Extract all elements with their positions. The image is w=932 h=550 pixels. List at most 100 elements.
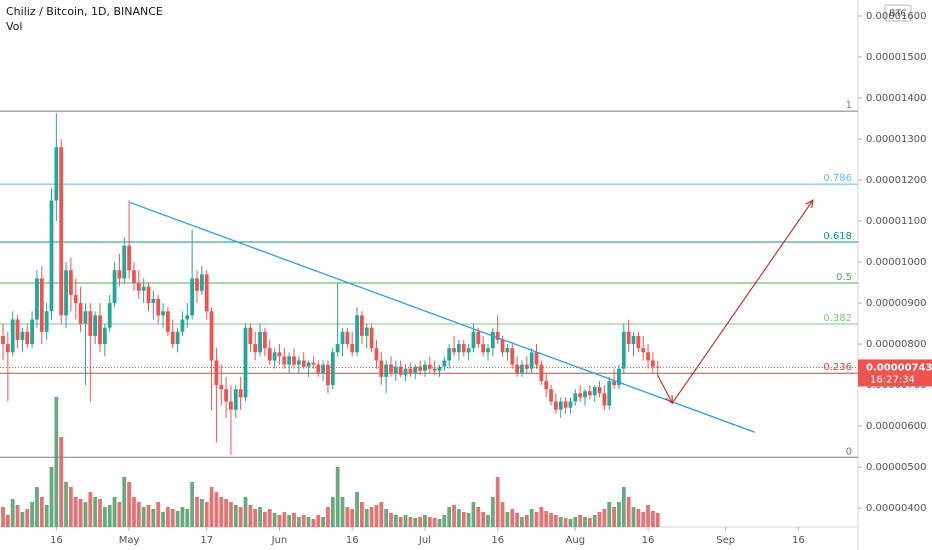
volume-bar xyxy=(442,515,447,527)
volume-bar xyxy=(602,509,607,527)
volume-bar xyxy=(403,515,408,527)
candle-body xyxy=(301,360,306,367)
fib-label: 0.618 xyxy=(823,231,852,242)
candle-body xyxy=(219,385,224,390)
candle-body xyxy=(73,294,78,304)
candle-body xyxy=(117,270,122,279)
candle-body xyxy=(272,352,277,361)
volume-bar xyxy=(539,507,544,527)
x-tick-label: Sep xyxy=(716,535,735,546)
arrow-head xyxy=(665,395,673,405)
y-tick-label: 0.00001200 xyxy=(866,175,926,186)
volume-bar xyxy=(655,513,660,527)
y-tick-label: 0.00001400 xyxy=(866,93,926,104)
volume-bar xyxy=(277,515,282,527)
y-tick-label: 0.00000400 xyxy=(866,503,926,514)
volume-bar xyxy=(481,512,486,527)
volume-bar xyxy=(54,397,59,527)
candle-body xyxy=(476,331,481,345)
candle-body xyxy=(253,344,258,353)
candle-body xyxy=(161,311,165,316)
volume-bar xyxy=(258,507,262,527)
volume-bar xyxy=(166,507,170,527)
x-tick-label: 16 xyxy=(792,535,805,546)
volume-bar xyxy=(88,492,93,527)
x-tick-label: Jun xyxy=(271,535,288,546)
y-tick-label: 0.00001100 xyxy=(866,216,926,227)
candle-body xyxy=(554,401,558,410)
candle-body xyxy=(558,401,563,410)
candle-body xyxy=(39,278,44,332)
volume-bar xyxy=(578,515,583,527)
volume-bar xyxy=(5,515,10,527)
candle-body xyxy=(263,331,267,349)
y-tick-label: 0.00001500 xyxy=(866,52,926,63)
candle-body xyxy=(466,348,471,353)
volume-bar xyxy=(646,505,650,527)
candle-body xyxy=(78,303,83,324)
volume-bar xyxy=(93,497,98,527)
candle-body xyxy=(607,380,612,406)
volume-bar xyxy=(209,487,214,527)
volume-bar xyxy=(64,482,68,527)
last-price-box xyxy=(858,359,932,387)
volume-bar xyxy=(558,517,563,527)
candle-body xyxy=(175,331,180,345)
candle-body xyxy=(539,364,544,381)
volume-bar xyxy=(432,518,437,527)
volume-bar xyxy=(447,507,452,527)
candle-body xyxy=(457,344,461,353)
volume-bar xyxy=(98,499,102,527)
volume-bar xyxy=(287,515,292,527)
volume-bar xyxy=(117,502,122,527)
candle-body xyxy=(15,319,20,340)
candle-body xyxy=(481,344,486,353)
y-tick-label: 0.00000800 xyxy=(866,339,926,350)
candle-body xyxy=(93,315,98,336)
candle-body xyxy=(490,331,495,349)
volume-bar xyxy=(214,492,219,527)
candle-body xyxy=(180,319,185,332)
candle-body xyxy=(641,348,646,353)
candle-body xyxy=(369,327,374,349)
candle-body xyxy=(151,298,156,304)
volume-bar xyxy=(641,512,646,527)
candle-body xyxy=(98,315,102,345)
candle-body xyxy=(292,356,296,365)
volume-bar xyxy=(534,512,539,527)
candle-body xyxy=(190,278,195,316)
volume-bar xyxy=(369,507,374,527)
currency[interactable]: BTC xyxy=(889,9,906,19)
candle-body xyxy=(621,331,626,369)
candle-body xyxy=(442,360,447,367)
volume-bar xyxy=(466,513,471,527)
candle-body xyxy=(199,274,204,291)
candle-body xyxy=(136,282,141,291)
volume-bar xyxy=(626,497,631,527)
candle-body xyxy=(49,200,54,312)
candle-body xyxy=(146,286,151,304)
candle-body xyxy=(486,348,490,353)
volume-bar xyxy=(10,499,15,527)
candle-body xyxy=(636,335,641,349)
candle-body xyxy=(524,364,529,369)
volume-bar xyxy=(321,517,325,527)
y-tick-label: 0.00001600 xyxy=(866,11,926,22)
volume-bar xyxy=(510,509,515,527)
volume-bar xyxy=(350,509,355,527)
currency-badge[interactable] xyxy=(884,4,912,22)
volume-bar xyxy=(306,517,311,527)
candle-body xyxy=(393,366,398,373)
candle-body xyxy=(423,364,427,371)
candle-body xyxy=(612,380,616,386)
candle-body xyxy=(296,360,301,365)
volume-bar xyxy=(612,507,616,527)
volume-bar xyxy=(340,497,345,527)
volume-bar xyxy=(238,507,243,527)
volume-bar xyxy=(180,507,185,527)
volume-bar xyxy=(30,502,34,527)
volume-bar xyxy=(49,467,54,527)
volume-bar xyxy=(102,507,107,527)
